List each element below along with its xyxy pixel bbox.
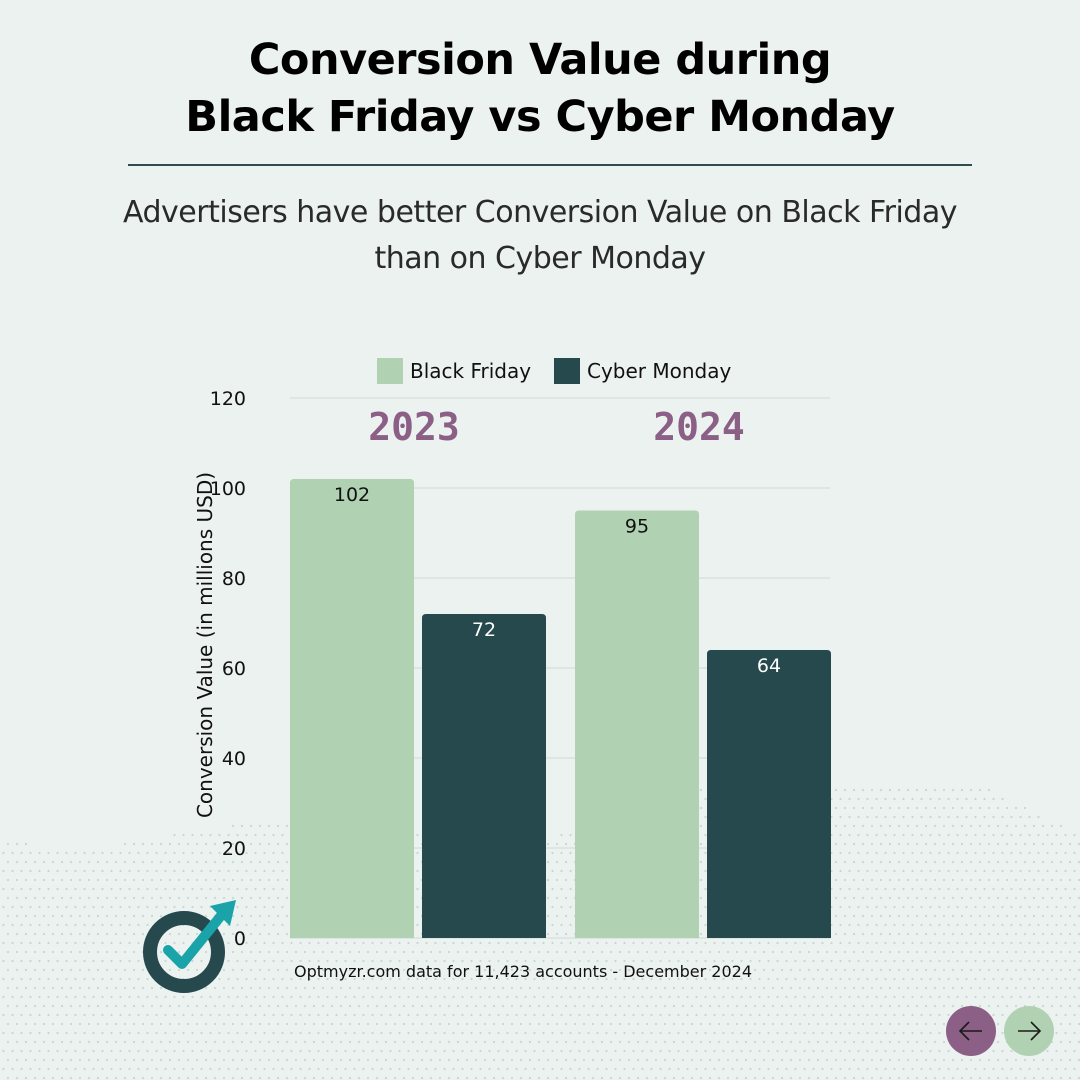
y-axis-label: Conversion Value (in millions USD)	[193, 472, 217, 818]
y-tick-label: 80	[222, 568, 246, 590]
y-tick-label: 40	[222, 748, 246, 770]
bar	[575, 510, 699, 938]
subtitle-line-1: Advertisers have better Conversion Value…	[123, 195, 957, 230]
data-label: 102	[334, 484, 370, 506]
legend-swatch	[377, 358, 403, 384]
y-tick-label: 100	[210, 478, 246, 500]
category-label: 2024	[653, 405, 745, 449]
legend-label: Black Friday	[410, 359, 531, 383]
legend-label: Cyber Monday	[587, 359, 732, 383]
title-line-1: Conversion Value during	[248, 35, 832, 85]
next-button[interactable]	[1004, 1006, 1054, 1056]
source-note: Optmyzr.com data for 11,423 accounts - D…	[294, 962, 753, 981]
bar	[422, 614, 546, 938]
data-label: 95	[625, 516, 649, 538]
page-subtitle: Advertisers have better Conversion Value…	[0, 190, 1080, 282]
y-tick-label: 60	[222, 658, 246, 680]
y-tick-label: 20	[222, 838, 246, 860]
data-label: 64	[757, 655, 781, 677]
data-label: 72	[472, 619, 496, 641]
subtitle-line-2: than on Cyber Monday	[374, 241, 706, 276]
bar	[290, 479, 414, 938]
title-line-2: Black Friday vs Cyber Monday	[185, 92, 895, 142]
category-label: 2023	[368, 405, 460, 449]
y-tick-label: 0	[234, 928, 246, 950]
y-tick-label: 120	[210, 388, 246, 410]
arrow-right-icon	[1018, 1021, 1042, 1041]
arrow-left-icon	[958, 1021, 982, 1041]
bar	[707, 650, 831, 938]
legend-swatch	[554, 358, 580, 384]
title-divider	[128, 164, 972, 166]
previous-button[interactable]	[946, 1006, 996, 1056]
optmyzr-logo-icon	[140, 900, 240, 996]
page-title: Conversion Value during Black Friday vs …	[0, 32, 1080, 146]
